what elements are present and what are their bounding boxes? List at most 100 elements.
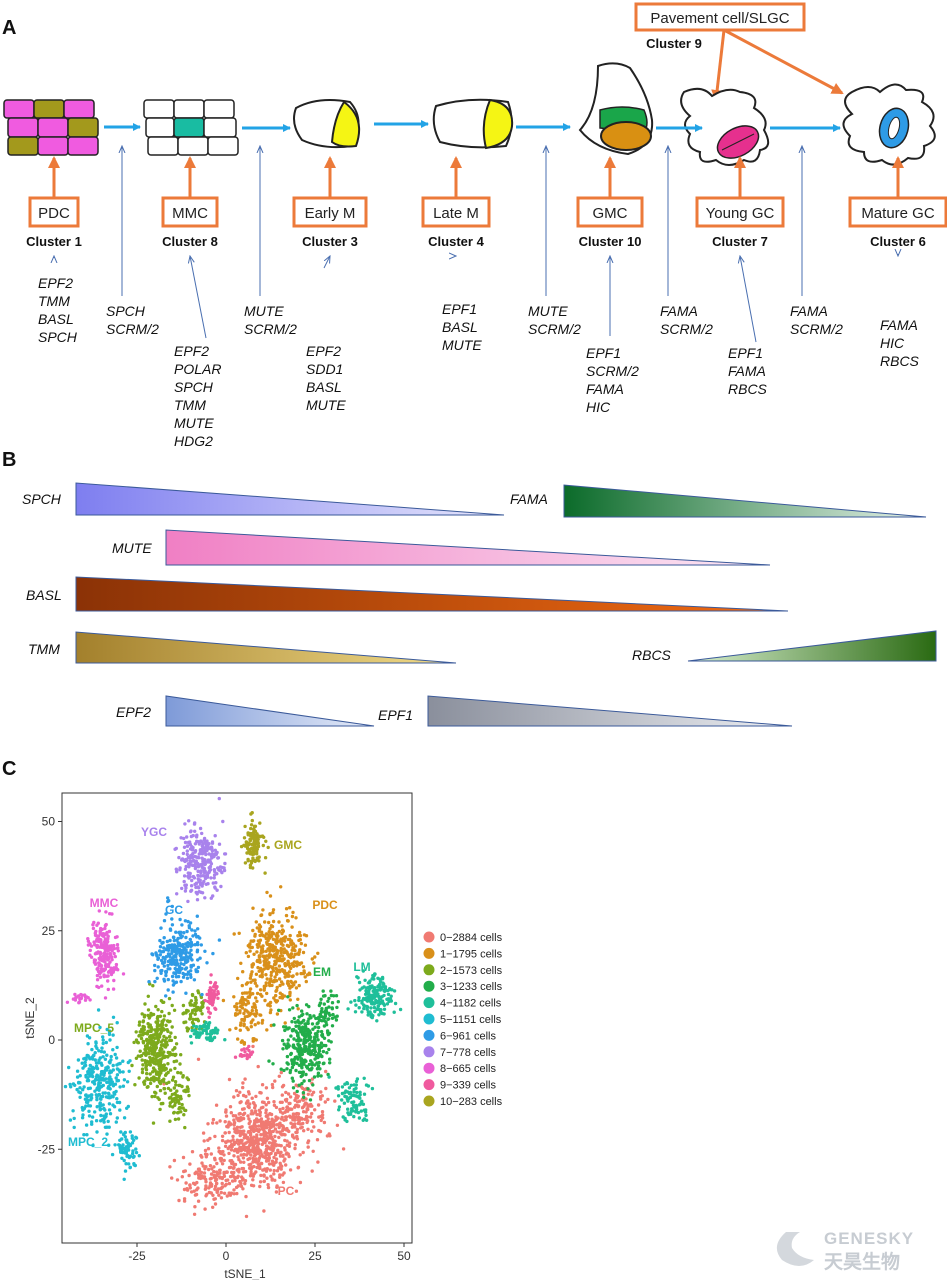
tsne-point bbox=[277, 1135, 281, 1140]
tsne-point bbox=[259, 834, 263, 839]
legend-item: 6−961 cells bbox=[423, 1029, 496, 1042]
tsne-point bbox=[128, 1130, 133, 1134]
tsne-point bbox=[208, 1032, 212, 1036]
tsne-point bbox=[184, 1181, 188, 1185]
tsne-point bbox=[195, 892, 199, 896]
tsne-point bbox=[110, 912, 114, 916]
tsne-point bbox=[193, 842, 198, 846]
tsne-point bbox=[262, 986, 267, 990]
tsne-point bbox=[368, 1010, 372, 1014]
tsne-point bbox=[282, 1068, 286, 1073]
stage-box bbox=[421, 196, 491, 228]
tsne-point bbox=[159, 1031, 163, 1036]
tsne-point bbox=[233, 1176, 237, 1180]
tsne-point bbox=[190, 1028, 194, 1033]
tsne-point bbox=[193, 943, 197, 947]
tsne-point bbox=[171, 979, 175, 983]
tsne-point bbox=[166, 1062, 170, 1066]
tsne-point bbox=[261, 950, 265, 954]
tsne-point bbox=[111, 1033, 115, 1037]
stage-gene: SPCH bbox=[174, 379, 214, 395]
tsne-point bbox=[185, 852, 189, 857]
tsne-point bbox=[289, 952, 294, 956]
tsne-point bbox=[200, 1175, 204, 1180]
tsne-point bbox=[209, 876, 213, 880]
tsne-point bbox=[278, 983, 282, 988]
tsne-point bbox=[217, 938, 222, 942]
tsne-point bbox=[218, 868, 223, 873]
tsne-point bbox=[206, 1006, 210, 1010]
tsne-point bbox=[140, 1067, 145, 1071]
tsne-point bbox=[172, 971, 176, 975]
tsne-point bbox=[219, 1156, 223, 1161]
tsne-point bbox=[270, 983, 274, 988]
tsne-point bbox=[68, 1082, 72, 1087]
tsne-point bbox=[240, 991, 245, 995]
tsne-point bbox=[102, 1050, 107, 1054]
tsne-point bbox=[180, 966, 184, 971]
tsne-point bbox=[322, 1024, 327, 1028]
tsne-point bbox=[105, 1027, 109, 1032]
tsne-point bbox=[249, 834, 253, 838]
tsne-point bbox=[282, 1159, 286, 1163]
tsne-point bbox=[319, 1090, 323, 1094]
tsne-point bbox=[189, 953, 194, 957]
tsne-point bbox=[98, 950, 103, 955]
tsne-point bbox=[168, 967, 172, 971]
tsne-point bbox=[398, 1007, 403, 1012]
tsne-point bbox=[162, 964, 166, 968]
tsne-point bbox=[313, 1048, 317, 1052]
tsne-point bbox=[246, 1104, 250, 1109]
tsne-point bbox=[159, 950, 164, 954]
tsne-point bbox=[371, 973, 375, 978]
stage-gene: HIC bbox=[586, 399, 611, 415]
tsne-point bbox=[252, 852, 256, 856]
tsne-point bbox=[316, 1025, 321, 1030]
tsne-point bbox=[349, 1109, 353, 1114]
tsne-point bbox=[199, 1153, 203, 1158]
tsne-point bbox=[222, 1174, 227, 1179]
stage-gene: EPF2 bbox=[38, 275, 73, 291]
tsne-point bbox=[235, 1125, 240, 1130]
tsne-point bbox=[93, 952, 98, 956]
tsne-point bbox=[251, 1184, 256, 1188]
tsne-point bbox=[223, 1131, 227, 1135]
tsne-point bbox=[175, 1095, 179, 1099]
tsne-point bbox=[195, 861, 200, 866]
tsne-point bbox=[267, 1141, 272, 1145]
tsne-point bbox=[178, 866, 182, 870]
tsne-point bbox=[242, 1011, 246, 1016]
tsne-point bbox=[249, 1167, 253, 1171]
tsne-point bbox=[324, 1008, 328, 1012]
tsne-point bbox=[255, 852, 259, 856]
tsne-point bbox=[264, 1148, 268, 1152]
tsne-point bbox=[290, 925, 294, 929]
tsne-point bbox=[263, 920, 267, 924]
tsne-point bbox=[215, 1031, 219, 1035]
tsne-point bbox=[237, 1147, 241, 1151]
tsne-point bbox=[77, 1090, 81, 1094]
tsne-point bbox=[180, 886, 184, 891]
tsne-point bbox=[106, 970, 111, 974]
tsne-point bbox=[226, 1178, 230, 1182]
tsne-point bbox=[213, 886, 217, 890]
tsne-point bbox=[291, 955, 296, 959]
tsne-point bbox=[290, 1029, 295, 1033]
tsne-point bbox=[260, 1127, 264, 1131]
tsne-point bbox=[112, 946, 117, 951]
tsne-point bbox=[189, 948, 193, 952]
tsne-point bbox=[97, 1049, 101, 1053]
tsne-point bbox=[144, 1063, 149, 1067]
tsne-point bbox=[255, 1165, 259, 1170]
tsne-point bbox=[187, 1173, 191, 1178]
tsne-point bbox=[311, 1090, 316, 1095]
x-axis-label: tSNE_1 bbox=[224, 1267, 266, 1280]
tsne-point bbox=[287, 974, 291, 978]
tsne-point bbox=[301, 1121, 305, 1126]
tsne-point bbox=[333, 1015, 337, 1019]
tsne-point bbox=[94, 1077, 98, 1082]
tsne-point bbox=[187, 819, 191, 823]
